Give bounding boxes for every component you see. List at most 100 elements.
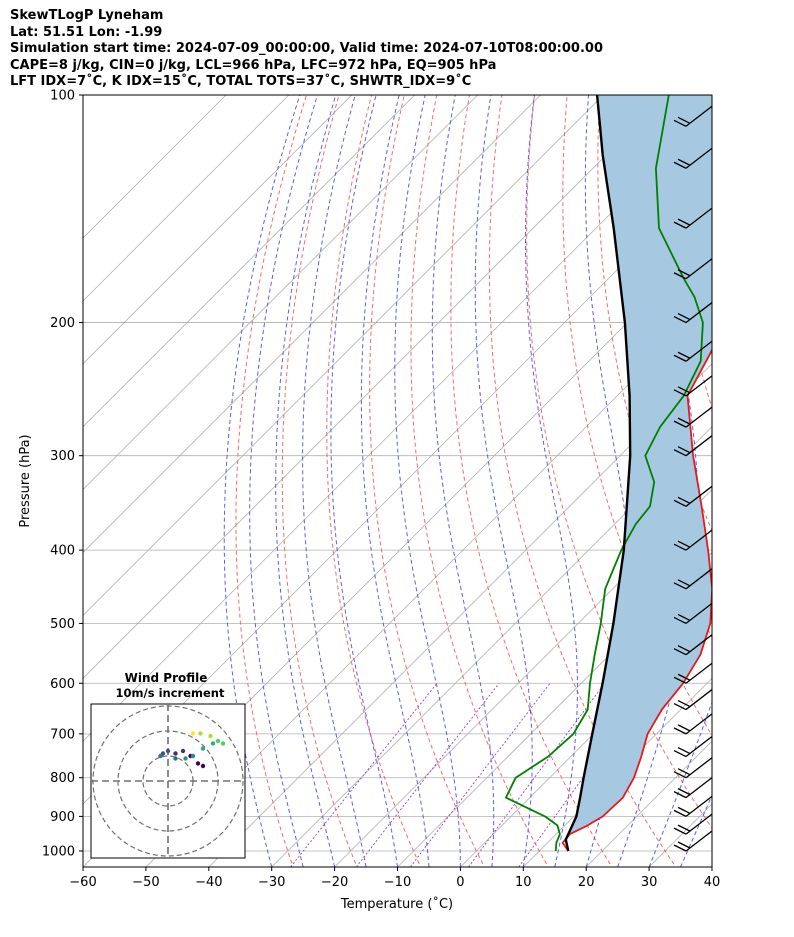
wind-barb	[673, 258, 713, 280]
parcel-line	[564, 95, 632, 852]
hodograph-point	[158, 753, 163, 759]
mixing-ratio-line	[518, 683, 653, 867]
x-tick-label: 10	[515, 875, 532, 890]
temperature-line	[561, 348, 712, 852]
x-axis-label: Temperature (˚C)	[340, 896, 453, 912]
x-tick-label: −40	[195, 875, 222, 890]
hodograph-point	[198, 731, 203, 736]
wind-barb	[673, 662, 713, 684]
chart-header: SkewTLogP Lyneham Lat: 51.51 Lon: -1.99 …	[10, 8, 603, 91]
location-line: Lat: 51.51 Lon: -1.99	[10, 24, 163, 40]
isotherm	[775, 95, 794, 867]
y-tick-label: 300	[50, 449, 75, 464]
wind-barb	[673, 340, 713, 362]
wind-barb	[673, 689, 713, 711]
wind-barb	[673, 795, 713, 817]
x-tick-label: −50	[132, 875, 159, 890]
isotherm	[460, 614, 712, 867]
hodograph-point	[180, 748, 186, 754]
isotherm	[523, 677, 712, 867]
isotherm	[83, 95, 478, 491]
wind-barb	[673, 830, 713, 852]
moist-adiabat	[431, 95, 495, 867]
hodograph-point	[190, 753, 196, 759]
moist-adiabat	[474, 95, 533, 867]
dry-adiabat	[235, 95, 307, 867]
moist-adiabat	[525, 95, 578, 867]
profile-lines	[505, 95, 712, 852]
y-tick-label: 200	[50, 316, 75, 331]
x-tick-label: −60	[69, 875, 96, 890]
wind-barb	[673, 529, 713, 551]
isotherm	[208, 363, 712, 867]
hodograph-point	[220, 741, 226, 746]
isotherm	[271, 426, 712, 867]
hodograph: Wind Profile 10m/s increment	[90, 671, 246, 859]
moist-adiabat	[249, 95, 318, 867]
isotherm	[83, 95, 290, 302]
mixing-ratio-line	[468, 683, 606, 867]
indices-line-2: LFT IDX=7˚C, K IDX=15˚C, TOTAL TOTS=37˚C…	[10, 74, 472, 89]
mixing-ratio-line	[410, 683, 551, 867]
moist-adiabat	[680, 793, 712, 867]
y-tick-label: 500	[50, 617, 75, 632]
y-tick-label: 1000	[42, 844, 75, 859]
hodograph-point	[190, 731, 196, 736]
dry-adiabat	[597, 95, 712, 639]
time-line: Simulation start time: 2024-07-09_00:00:…	[10, 41, 603, 56]
wind-barb	[673, 485, 713, 507]
moist-adiabat	[711, 865, 712, 867]
hodograph-point	[210, 741, 216, 746]
hodograph-point	[183, 756, 188, 761]
dry-adiabat	[730, 95, 794, 870]
y-tick-label: 700	[50, 727, 75, 742]
moist-adiabat	[302, 95, 367, 867]
isotherm	[83, 95, 227, 239]
wind-barb	[673, 634, 713, 656]
dewpoint-line	[505, 95, 704, 852]
dry-adiabat	[450, 95, 613, 867]
hodograph-point	[173, 751, 178, 756]
cape-area	[568, 95, 712, 835]
wind-barb	[673, 147, 713, 169]
dry-adiabat	[369, 95, 486, 867]
isotherm	[397, 551, 712, 867]
wind-barb	[673, 406, 713, 428]
isotherm	[83, 95, 604, 616]
hodograph-plot	[91, 704, 245, 858]
isotherm	[83, 95, 667, 679]
wind-barb	[673, 207, 713, 229]
isotherm	[711, 866, 712, 867]
wind-barb	[673, 602, 713, 624]
axis-ticks: −60 −50 −40 −30 −20 −10 0 10 20 30 40 1000 900 800 700…	[42, 89, 720, 891]
x-tick-label: 0	[456, 875, 464, 890]
x-tick-label: 20	[578, 875, 595, 890]
dry-adiabat	[326, 95, 422, 867]
cape-fill-layer	[568, 95, 712, 835]
isotherm	[83, 95, 353, 365]
dry-adiabat	[410, 95, 549, 867]
hodograph-title: Wind Profile	[125, 671, 208, 685]
isotherm	[83, 111, 712, 742]
wind-barb	[673, 375, 713, 397]
x-tick-label: 30	[641, 875, 658, 890]
wind-barb	[673, 435, 713, 457]
moist-adiabat	[275, 95, 337, 867]
indices-line-1: CAPE=8 j/kg, CIN=0 j/kg, LCL=966 hPa, LF…	[10, 57, 497, 73]
moist-adiabat	[648, 700, 712, 867]
isotherm	[145, 300, 712, 867]
hodograph-point	[195, 761, 201, 766]
x-tick-label: 40	[704, 875, 721, 890]
hodograph-point	[200, 763, 206, 769]
hodograph-point	[208, 733, 213, 739]
y-tick-label: 400	[50, 544, 75, 559]
wind-barb	[673, 736, 713, 758]
wind-barb	[673, 713, 713, 735]
hodograph-subtitle: 10m/s increment	[116, 686, 225, 700]
x-tick-label: −10	[384, 875, 411, 890]
dry-adiabat	[488, 95, 677, 867]
isotherm	[83, 95, 415, 428]
wind-barb	[673, 813, 713, 835]
y-tick-label: 600	[50, 677, 75, 692]
